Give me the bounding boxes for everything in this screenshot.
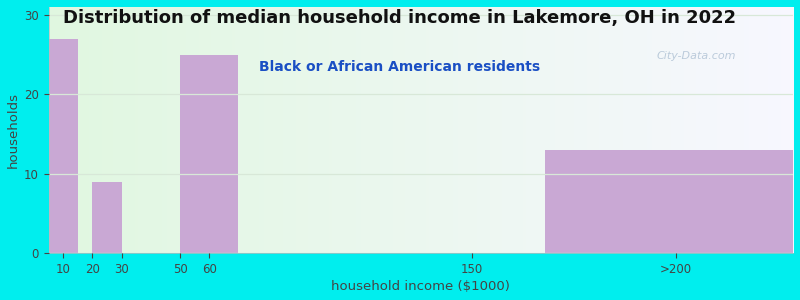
Bar <box>545 150 793 253</box>
Text: Distribution of median household income in Lakemore, OH in 2022: Distribution of median household income … <box>63 9 737 27</box>
Bar <box>180 55 238 253</box>
Text: Black or African American residents: Black or African American residents <box>259 60 541 74</box>
Y-axis label: households: households <box>7 92 20 168</box>
Bar <box>93 182 122 253</box>
Text: City-Data.com: City-Data.com <box>657 51 736 61</box>
Bar <box>49 39 78 253</box>
X-axis label: household income ($1000): household income ($1000) <box>331 280 510 293</box>
